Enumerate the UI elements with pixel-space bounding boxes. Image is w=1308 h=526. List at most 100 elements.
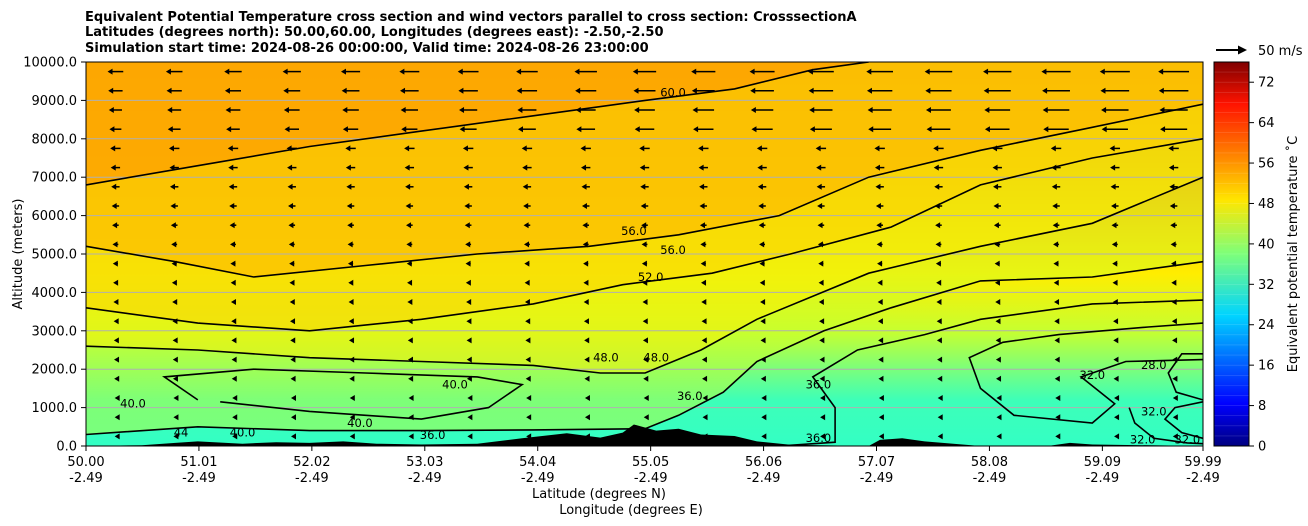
wind-vector-head xyxy=(112,222,118,229)
wind-vector-head xyxy=(698,164,704,171)
wind-vector-head xyxy=(640,183,646,190)
wind-vector-head xyxy=(1054,318,1060,325)
contour-label: 52.0 xyxy=(638,270,664,284)
wind-vector-head xyxy=(936,299,942,305)
wind-vector-head xyxy=(1101,126,1107,133)
x-axis-label-latitude: Latitude (degrees N) xyxy=(532,487,666,502)
wind-vector-head xyxy=(230,260,236,267)
wind-vector-head xyxy=(1113,337,1119,344)
wind-vector-head xyxy=(466,318,472,325)
wind-vector-head xyxy=(992,164,998,171)
wind-vector-head xyxy=(1171,279,1177,286)
wind-vector-head xyxy=(463,164,469,171)
contour-line-52.0 xyxy=(86,138,1203,332)
contour-label: 56.0 xyxy=(660,243,686,257)
wind-vector-head xyxy=(935,222,941,229)
wind-vector-head xyxy=(643,356,649,363)
wind-vector-head xyxy=(463,183,469,190)
wind-vector-head xyxy=(866,68,872,75)
wind-vector-head xyxy=(110,145,116,152)
wind-vector-head xyxy=(167,107,173,113)
field-band-52 xyxy=(86,62,1203,331)
x-tick-lon-label: -2.49 xyxy=(860,471,894,486)
wind-vector-head xyxy=(1158,87,1164,94)
wind-vector-head xyxy=(113,279,119,286)
colorbar-tick-label: 16 xyxy=(1258,359,1275,374)
wind-vector-head xyxy=(816,164,822,171)
x-tick-lon-label: -2.49 xyxy=(182,471,216,486)
wind-vector-head xyxy=(173,395,179,401)
x-tick-lon-label: -2.49 xyxy=(295,471,329,486)
contour-label: 48.0 xyxy=(643,351,669,365)
wind-vector-head xyxy=(641,260,647,267)
contour-label: 40.0 xyxy=(230,425,256,439)
wind-vector-head xyxy=(290,375,296,382)
wind-vector-head xyxy=(642,318,648,325)
wind-vector-head xyxy=(816,183,822,190)
y-tick-label: 6000.0 xyxy=(32,209,78,224)
wind-vector-head xyxy=(111,203,117,209)
wind-vector-head xyxy=(867,107,873,113)
wind-vector-head xyxy=(1170,241,1176,248)
wind-vector-head xyxy=(760,337,766,344)
wind-vector-head xyxy=(171,260,177,267)
wind-vector-head xyxy=(349,356,355,363)
wind-vector-head xyxy=(341,87,347,94)
wind-vector-head xyxy=(342,107,348,113)
wind-vector-head xyxy=(1171,318,1177,325)
wind-vector-head xyxy=(574,68,580,75)
wind-vector-head xyxy=(761,433,767,440)
wind-vector-head xyxy=(289,299,295,305)
wind-vector-head xyxy=(289,279,295,286)
x-tick-lat-label: 56.06 xyxy=(745,455,782,470)
wind-vector-head xyxy=(166,87,172,94)
wind-vector-head xyxy=(877,260,883,267)
wind-vector-head xyxy=(1111,222,1117,229)
wind-vector-head xyxy=(110,164,116,171)
wind-vector-head xyxy=(1050,145,1056,152)
wind-vector-head xyxy=(1169,183,1175,190)
wind-vector-head xyxy=(866,87,872,94)
wind-vector-head xyxy=(818,279,824,286)
x-tick-lat-label: 53.03 xyxy=(406,455,443,470)
wind-vector-head xyxy=(750,107,756,113)
wind-vector-head xyxy=(749,68,755,75)
wind-vector-head xyxy=(758,222,764,229)
wind-vector-head xyxy=(576,126,582,133)
wind-vector-head xyxy=(632,68,638,75)
wind-vector-head xyxy=(818,299,824,305)
wind-vector-head xyxy=(1168,145,1174,152)
wind-vector-head xyxy=(584,375,590,382)
wind-vector-head xyxy=(583,260,589,267)
wind-vector-head xyxy=(287,164,293,171)
field-patches xyxy=(86,62,1203,435)
wind-vector-head xyxy=(877,318,883,325)
wind-vector-head xyxy=(1041,68,1047,75)
wind-vector-head xyxy=(347,241,353,248)
wind-vector-head xyxy=(639,164,645,171)
wind-vector-head xyxy=(691,68,697,75)
wind-vector-head xyxy=(290,318,296,325)
wind-vector-head xyxy=(399,68,405,75)
wind-vector-head xyxy=(232,414,238,421)
wind-vector-head xyxy=(525,318,531,325)
wind-vector-head xyxy=(699,203,705,209)
wind-vector-head xyxy=(996,433,1002,440)
wind-vector-head xyxy=(467,395,473,401)
wind-vector-head xyxy=(407,279,413,286)
wind-vector-head xyxy=(1159,107,1165,113)
wind-vector-head xyxy=(173,414,179,421)
wind-vector-head xyxy=(819,318,825,325)
wind-vector-head xyxy=(760,356,766,363)
x-tick-lat-label: 55.05 xyxy=(632,455,669,470)
wind-vector-head xyxy=(691,87,697,94)
wind-vector-head xyxy=(171,241,177,248)
wind-vector-head xyxy=(575,107,581,113)
wind-vector-head xyxy=(878,433,884,440)
x-tick-lon-label: -2.49 xyxy=(634,471,668,486)
wind-vector-head xyxy=(283,107,289,113)
wind-vector-head xyxy=(935,241,941,248)
wind-vector-head xyxy=(112,260,118,267)
wind-vector-head xyxy=(693,126,699,133)
wind-vector-head xyxy=(466,337,472,344)
